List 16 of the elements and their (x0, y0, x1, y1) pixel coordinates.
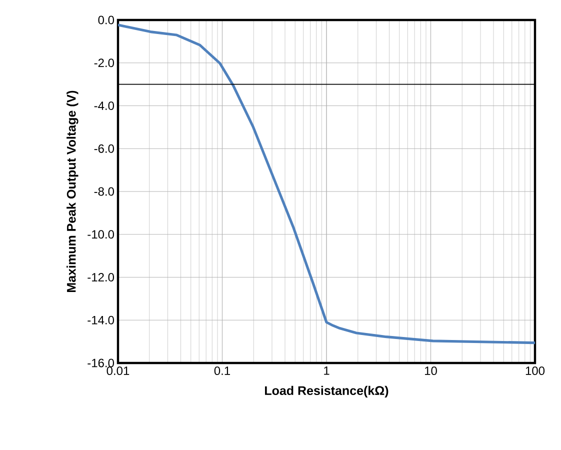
x-tick-label: 0.1 (214, 366, 230, 376)
y-tick-label: -4.0 (94, 102, 114, 110)
y-tick-label: -6.0 (94, 144, 114, 153)
x-tick-label: 100 (526, 366, 545, 376)
x-tick-label: 0.01 (106, 366, 130, 376)
x-tick-label: 10 (425, 366, 437, 376)
y-tick-label: -2.0 (94, 58, 114, 68)
y-tick-label: -12.0 (88, 273, 114, 282)
y-tick-label: -14.0 (88, 316, 114, 324)
y-tick-label: 0.0 (98, 16, 114, 24)
y-tick-label: -16.0 (88, 358, 114, 368)
x-axis-title: Load Resistance(kΩ) (265, 386, 388, 398)
y-tick-label: -8.0 (94, 187, 114, 196)
y-axis-title: Maximum Peak Output Voltage (V) (66, 90, 78, 292)
x-tick-label: 1 (324, 366, 330, 375)
y-tick-label: -10.0 (88, 230, 114, 239)
